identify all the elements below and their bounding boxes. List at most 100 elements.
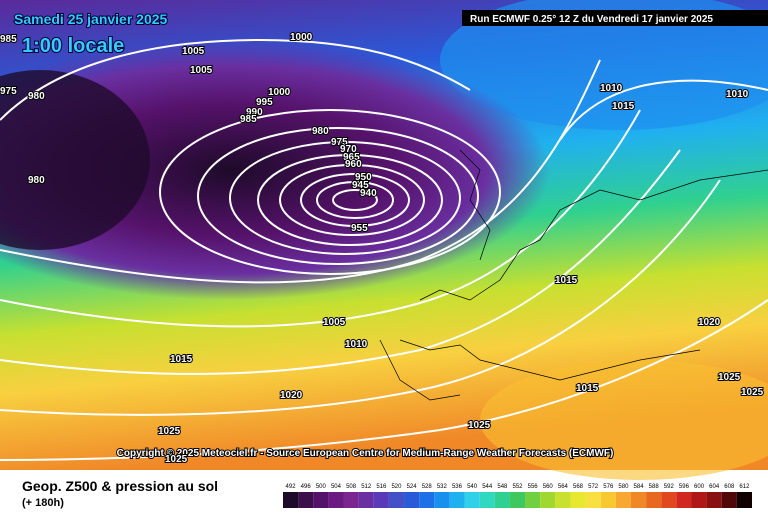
- isobar-label: 965: [343, 152, 360, 163]
- color-swatch: [328, 492, 344, 508]
- isobar-label: 1020: [280, 390, 303, 401]
- color-swatch: [706, 492, 722, 508]
- color-swatch: [570, 492, 586, 508]
- local-time: 1:00 locale: [22, 35, 124, 57]
- coastlines: [379, 149, 768, 401]
- isobar-label: 980: [28, 91, 45, 102]
- isobar-label: 990: [246, 107, 263, 118]
- isobar-label: 985: [0, 34, 17, 45]
- isobar-label: 1005: [323, 317, 346, 328]
- isobar-label: 955: [351, 223, 368, 234]
- scale-label: 536: [452, 484, 463, 490]
- isobars: [0, 38, 768, 461]
- isobar-label: 1005: [182, 46, 205, 57]
- isobar-label: 1015: [576, 383, 599, 394]
- color-swatch: [388, 492, 405, 508]
- scale-label: 608: [724, 484, 735, 490]
- scale-label: 552: [512, 484, 523, 490]
- scale-label: 496: [301, 484, 312, 490]
- isobar-label: 1010: [345, 339, 368, 350]
- color-swatch: [313, 492, 329, 508]
- isobar-label: 1015: [170, 354, 193, 365]
- scale-label: 560: [543, 484, 554, 490]
- scale-label: 508: [346, 484, 357, 490]
- scale-label: 564: [558, 484, 569, 490]
- color-swatch: [283, 492, 299, 508]
- scale-label: 500: [316, 484, 327, 490]
- isobar-label: 975: [331, 137, 348, 148]
- footer-lead: (+ 180h): [22, 497, 64, 509]
- isobar-label: 1000: [268, 87, 291, 98]
- isobar-label: 1015: [612, 101, 635, 112]
- scale-label: 588: [649, 484, 660, 490]
- color-swatch: [600, 492, 616, 508]
- scale-label: 520: [391, 484, 402, 490]
- isobar-label: 975: [0, 86, 17, 97]
- blue-zone: [440, 0, 768, 130]
- scale-label: 556: [528, 484, 539, 490]
- scale-label: 548: [497, 484, 508, 490]
- trough: [0, 40, 550, 300]
- isobar-label: 985: [240, 114, 257, 125]
- scale-label: 576: [603, 484, 614, 490]
- warm-zone: [480, 360, 768, 480]
- isobar-label: 1025: [165, 454, 188, 465]
- isobar-label: 995: [256, 97, 273, 108]
- color-swatch: [646, 492, 662, 508]
- isobar-label: 1025: [718, 372, 741, 383]
- scale-label: 568: [573, 484, 584, 490]
- color-swatch: [509, 492, 526, 508]
- scale-label: 600: [694, 484, 705, 490]
- color-swatch: [298, 492, 314, 508]
- isobar-label: 940: [360, 188, 377, 199]
- isobar-label: 960: [345, 159, 362, 170]
- scale-label: 584: [634, 484, 645, 490]
- scale-label: 492: [286, 484, 297, 490]
- isobar-label: 970: [340, 144, 357, 155]
- isobar-label: 1025: [158, 426, 181, 437]
- color-swatch: [464, 492, 480, 508]
- scale-label: 572: [588, 484, 599, 490]
- run-info: Run ECMWF 0.25° 12 Z du Vendredi 17 janv…: [470, 14, 713, 25]
- color-swatch: [373, 492, 389, 508]
- scale-label: 580: [618, 484, 629, 490]
- color-swatch: [555, 492, 571, 508]
- scale-label: 592: [664, 484, 675, 490]
- run-box: [462, 10, 768, 26]
- color-swatch: [585, 492, 601, 508]
- isobar-label: 980: [312, 126, 329, 137]
- color-swatch: [615, 492, 631, 508]
- isobar-label: 1005: [190, 65, 213, 76]
- color-swatch: [419, 492, 435, 508]
- scale-label: 532: [437, 484, 448, 490]
- scale-label: 524: [407, 484, 418, 490]
- color-swatch: [479, 492, 495, 508]
- isobar-label: 1010: [600, 83, 623, 94]
- isobar-label: 980: [28, 175, 45, 186]
- color-swatch: [676, 492, 692, 508]
- cold-core: [0, 70, 150, 250]
- scale-label: 596: [679, 484, 690, 490]
- isobar-label: 950: [355, 172, 372, 183]
- scale-label: 612: [739, 484, 750, 490]
- color-swatch: [661, 492, 677, 508]
- scale-label: 604: [709, 484, 720, 490]
- isobar-label: 1020: [698, 317, 721, 328]
- footer-title: Geop. Z500 & pression au sol: [22, 478, 218, 494]
- isobar-label: 1025: [468, 420, 491, 431]
- color-swatch: [449, 492, 465, 508]
- color-swatch: [494, 492, 510, 508]
- scale-label: 540: [467, 484, 478, 490]
- color-swatch: [736, 492, 752, 508]
- color-swatch: [721, 492, 737, 508]
- scale-label: 512: [361, 484, 372, 490]
- isobar-label: 1000: [290, 32, 313, 43]
- isobar-label: 1015: [555, 275, 578, 286]
- isobar-label: 1010: [726, 89, 749, 100]
- isobar-label: 1025: [741, 387, 764, 398]
- color-swatch: [540, 492, 556, 508]
- color-swatch: [691, 492, 707, 508]
- copyright: Copyright © 2025 Meteociel.fr - Source E…: [117, 448, 614, 459]
- scale-label: 504: [331, 484, 342, 490]
